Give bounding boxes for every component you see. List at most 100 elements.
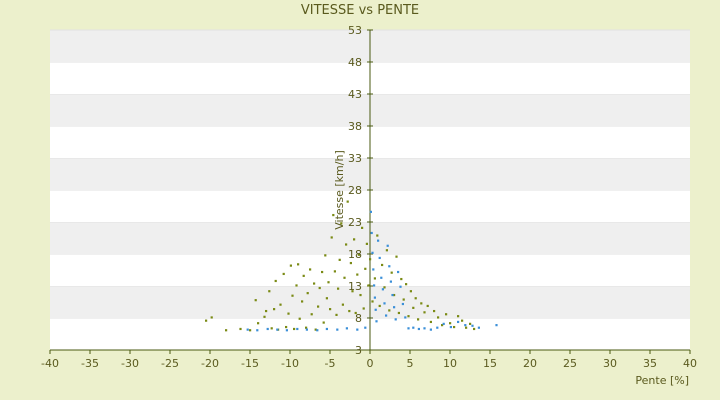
- y-axis-label: Vitesse [km/h]: [333, 150, 346, 230]
- y-tick-label: 18: [348, 248, 362, 261]
- data-point: [301, 300, 304, 303]
- data-point: [414, 297, 417, 300]
- data-point: [225, 329, 228, 332]
- data-point: [357, 253, 360, 256]
- data-point: [426, 304, 429, 308]
- data-point: [367, 284, 370, 287]
- data-point: [291, 294, 294, 297]
- data-point: [417, 327, 420, 331]
- data-point: [370, 231, 373, 235]
- data-point: [412, 326, 415, 329]
- data-point: [449, 322, 452, 325]
- data-point: [322, 321, 325, 324]
- data-point: [405, 283, 408, 286]
- x-tick-label: -5: [325, 357, 336, 370]
- data-point: [389, 280, 392, 283]
- data-point: [385, 249, 388, 252]
- data-point: [285, 329, 288, 332]
- data-point: [321, 270, 324, 274]
- data-point: [317, 305, 320, 308]
- data-point: [364, 267, 367, 270]
- data-point: [397, 311, 400, 315]
- data-point: [257, 322, 260, 325]
- data-point: [246, 328, 249, 331]
- data-point: [274, 279, 277, 283]
- data-point: [429, 328, 432, 331]
- data-point: [402, 298, 405, 301]
- data-point: [287, 312, 290, 315]
- data-point: [329, 308, 332, 311]
- data-point: [205, 319, 208, 322]
- data-point: [325, 327, 328, 331]
- data-point: [409, 290, 412, 293]
- data-point: [397, 270, 400, 274]
- data-point: [393, 306, 396, 309]
- data-point: [445, 313, 448, 316]
- y-tick-label: 33: [348, 152, 362, 165]
- data-point: [254, 299, 257, 302]
- data-point: [289, 264, 292, 267]
- data-point: [457, 315, 460, 318]
- data-point: [318, 286, 321, 290]
- x-tick-label: 0: [367, 357, 374, 370]
- data-point: [268, 290, 271, 293]
- data-point: [337, 287, 340, 290]
- y-tick-label: 48: [348, 56, 362, 69]
- data-point: [429, 320, 432, 324]
- x-tick-label: 30: [603, 357, 617, 370]
- x-tick-label: -30: [121, 357, 139, 370]
- data-point: [412, 306, 415, 309]
- data-point: [464, 324, 467, 327]
- data-point: [377, 239, 380, 242]
- data-point: [341, 303, 344, 306]
- data-point: [338, 258, 341, 261]
- data-point: [378, 304, 381, 308]
- data-point: [371, 251, 374, 254]
- data-point: [423, 311, 426, 314]
- data-point: [353, 238, 356, 241]
- data-point: [457, 320, 460, 324]
- data-point: [383, 302, 386, 305]
- data-point: [356, 328, 359, 331]
- data-point: [351, 290, 354, 293]
- data-point: [469, 322, 472, 325]
- data-point: [390, 271, 393, 274]
- data-point: [404, 316, 407, 319]
- data-point: [473, 327, 476, 331]
- y-tick-label: 23: [348, 216, 362, 229]
- data-point: [305, 326, 308, 329]
- data-point: [348, 309, 351, 313]
- data-point: [305, 328, 308, 331]
- x-tick-label: -10: [281, 357, 299, 370]
- data-point: [263, 315, 266, 318]
- x-tick-label: -25: [161, 357, 179, 370]
- data-point: [374, 308, 377, 311]
- data-point: [276, 328, 279, 331]
- data-point: [407, 315, 410, 318]
- x-tick-label: -15: [241, 357, 259, 370]
- data-point: [420, 302, 423, 305]
- x-tick-label: 40: [683, 357, 697, 370]
- data-point: [375, 320, 378, 323]
- data-point: [385, 314, 388, 317]
- x-tick-label: 20: [523, 357, 537, 370]
- data-point: [325, 297, 328, 300]
- chart-title: VITESSE vs PENTE: [301, 3, 419, 18]
- data-point: [495, 324, 498, 327]
- data-point: [356, 273, 359, 276]
- data-point: [297, 263, 300, 266]
- data-point: [399, 285, 402, 288]
- data-point: [373, 284, 376, 287]
- data-point: [453, 325, 456, 329]
- y-tick-label: 8: [355, 312, 362, 325]
- data-point: [465, 326, 468, 329]
- axes: [49, 29, 691, 354]
- data-point: [316, 329, 319, 332]
- data-point: [296, 327, 299, 331]
- data-point: [395, 255, 398, 258]
- data-point: [372, 268, 375, 271]
- data-point: [461, 319, 464, 322]
- data-point: [361, 226, 364, 229]
- data-point: [306, 292, 309, 295]
